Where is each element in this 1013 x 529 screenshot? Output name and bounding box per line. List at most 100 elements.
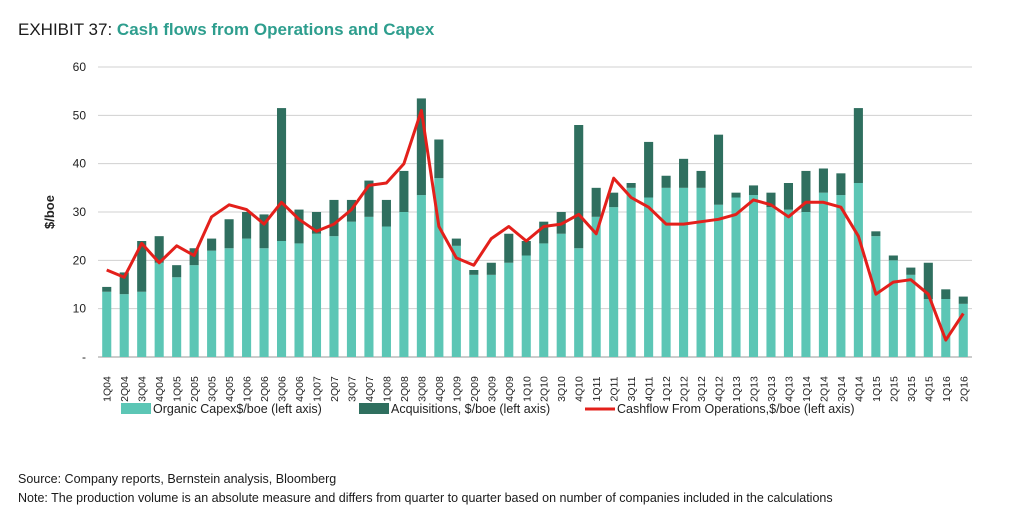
bar-acquisitions [783, 183, 794, 210]
footnotes: Source: Company reports, Bernstein analy… [18, 470, 833, 508]
bar-acquisitions [137, 241, 147, 292]
bar-organic-capex [416, 195, 426, 357]
x-tick-label: 2Q13 [749, 376, 761, 402]
x-tick-label: 1Q07 [312, 376, 324, 402]
bar-acquisitions [941, 289, 951, 299]
bar-organic-capex [958, 303, 968, 357]
bar-organic-capex [853, 183, 863, 357]
x-tick-label: 2Q05 [189, 376, 201, 402]
bar-acquisitions [958, 296, 968, 304]
x-tick-label: 2Q10 [539, 376, 551, 402]
bar-acquisitions [836, 173, 846, 196]
x-axis-ticks: 1Q04 2Q04 3Q04 4Q04 1Q05 2Q05 3Q05 4Q05 1Q06 2Q06… [102, 376, 971, 402]
bar-organic-capex [486, 274, 496, 357]
x-tick-label: 2Q15 [888, 376, 900, 402]
x-tick-label: 2Q14 [818, 376, 830, 402]
bar-acquisitions [207, 238, 217, 251]
bar-acquisitions [923, 262, 933, 299]
bar-organic-capex [521, 255, 531, 357]
y-tick-label: 40 [73, 157, 87, 171]
y-tick-label: 20 [73, 253, 87, 267]
x-tick-label: 2Q11 [609, 376, 621, 401]
bar-acquisitions [329, 199, 339, 237]
bar-acquisitions [294, 209, 304, 244]
x-tick-label: 4Q13 [783, 376, 795, 402]
x-tick-label: 4Q04 [154, 376, 166, 402]
x-tick-label: 1Q11 [591, 376, 603, 401]
x-tick-label: 1Q14 [801, 376, 813, 402]
x-tick-label: 4Q09 [504, 376, 516, 402]
x-tick-label: 4Q12 [714, 376, 726, 402]
bar-organic-capex [311, 233, 322, 357]
y-tick-label: 50 [73, 108, 87, 122]
cashflow-capex-chart: - 10 20 30 40 50 60 1Q04 2Q04 3Q04 4Q04 1Q05 2Q05 3Q… [42, 60, 972, 416]
x-tick-label: 1Q04 [102, 376, 114, 402]
x-tick-label: 4Q11 [644, 376, 656, 401]
bar-acquisitions [713, 134, 724, 205]
bar-acquisitions [818, 168, 828, 193]
x-tick-label: 3Q13 [766, 376, 778, 402]
bar-acquisitions [154, 236, 164, 263]
bar-acquisitions [906, 267, 916, 275]
bar-organic-capex [539, 243, 549, 357]
bar-acquisitions [119, 272, 129, 295]
bar-acquisitions [172, 265, 182, 278]
bar-organic-capex [609, 207, 619, 357]
bar-acquisitions [591, 187, 601, 217]
bar-organic-capex [137, 291, 147, 357]
bar-organic-capex [276, 241, 287, 357]
x-tick-label: 1Q08 [381, 376, 393, 402]
bar-organic-capex [679, 187, 689, 357]
bar-organic-capex [504, 262, 514, 357]
bar-acquisitions [242, 212, 252, 239]
source-note: Source: Company reports, Bernstein analy… [18, 472, 337, 486]
chart-title: EXHIBIT 37: Cash flows from Operations a… [18, 20, 434, 40]
cashflow-line [106, 109, 965, 342]
legend-swatch-organic [121, 403, 151, 414]
legend: Organic Capex$/boe (left axis) Acquisiti… [121, 402, 855, 416]
production-note: Note: The production volume is an absolu… [18, 491, 833, 505]
chart-title-text: Cash flows from Operations and Capex [116, 20, 435, 39]
x-tick-label: 3Q06 [277, 376, 289, 402]
bar-organic-capex [242, 238, 252, 357]
bar-organic-capex [364, 216, 374, 357]
x-tick-label: 3Q14 [836, 376, 848, 402]
x-tick-label: 3Q08 [416, 376, 428, 402]
bar-acquisitions [661, 175, 671, 188]
bar-acquisitions [521, 241, 531, 256]
legend-label-organic: Organic Capex$/boe (left axis) [153, 402, 322, 416]
bar-organic-capex [434, 178, 444, 357]
bar-acquisitions [626, 183, 636, 188]
y-tick-label: 30 [73, 205, 87, 219]
x-tick-label: 3Q15 [906, 376, 918, 402]
legend-label-cashflow: Cashflow From Operations,$/boe (left axi… [617, 402, 855, 416]
bar-organic-capex [224, 248, 234, 357]
x-tick-label: 1Q12 [661, 376, 673, 402]
x-tick-label: 2Q16 [958, 376, 970, 402]
bar-acquisitions [748, 185, 759, 196]
bar-organic-capex [469, 274, 479, 357]
bar-organic-capex [119, 294, 129, 357]
bar-organic-capex [661, 187, 671, 357]
x-tick-label: 2Q12 [679, 376, 691, 402]
bar-organic-capex [818, 192, 828, 357]
bar-organic-capex [574, 248, 584, 357]
bar-acquisitions [574, 125, 584, 249]
bar-organic-capex [644, 197, 654, 357]
x-tick-label: 1Q09 [451, 376, 463, 402]
x-tick-label: 3Q10 [556, 376, 568, 402]
bar-organic-capex [172, 277, 182, 357]
bar-acquisitions [679, 158, 689, 188]
x-tick-label: 2Q04 [119, 376, 131, 402]
bar-acquisitions [102, 286, 112, 292]
bar-acquisitions [853, 108, 863, 183]
bar-organic-capex [189, 265, 199, 357]
bar-acquisitions [766, 192, 776, 208]
bar-acquisitions [731, 192, 741, 198]
y-axis-ticks: - 10 20 30 40 50 60 [73, 60, 87, 364]
legend-label-acquisitions: Acquisitions, $/boe (left axis) [391, 402, 550, 416]
bar-acquisitions [259, 214, 269, 249]
bar-organic-capex [801, 212, 811, 357]
bar-organic-capex [941, 299, 951, 357]
bar-organic-capex [871, 236, 881, 357]
